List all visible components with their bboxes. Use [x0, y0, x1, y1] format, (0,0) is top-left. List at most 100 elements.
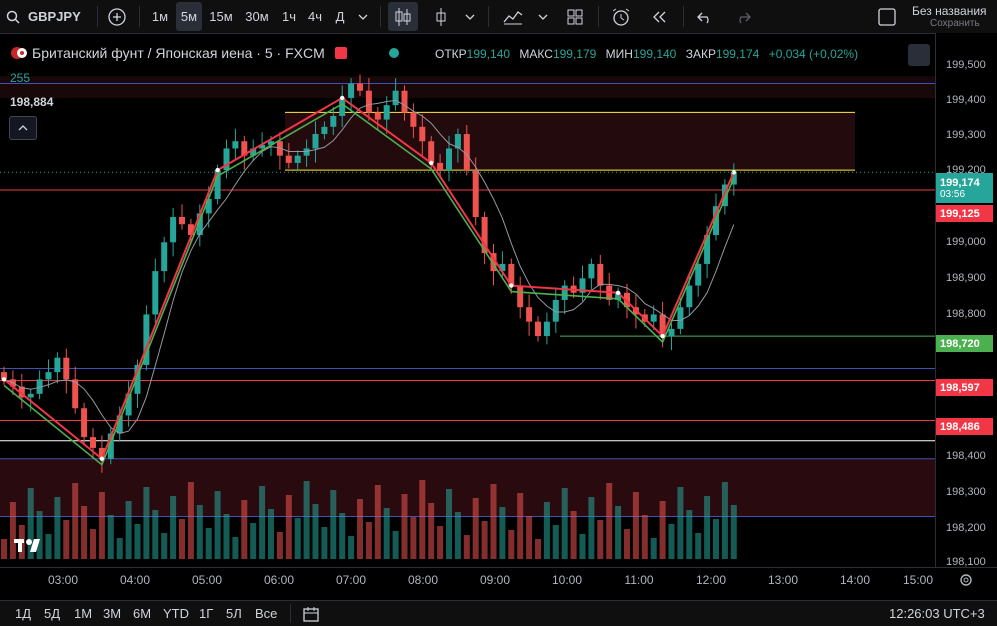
timeframe-1d[interactable]: Д	[335, 9, 345, 24]
candle-body	[18, 386, 25, 398]
range-all[interactable]: Все	[255, 606, 278, 621]
volume-bar	[383, 508, 390, 559]
volume-bar	[686, 510, 693, 559]
range-5y[interactable]: 5Л	[226, 606, 242, 621]
plus-circle-icon	[108, 7, 126, 26]
candle-body	[27, 393, 34, 398]
calendar-icon[interactable]	[302, 605, 320, 623]
indicators-icon	[503, 10, 523, 24]
alert-button[interactable]	[607, 0, 635, 33]
candle-body	[650, 314, 657, 322]
layout-name[interactable]: Без названия	[912, 4, 987, 18]
candle-body	[134, 364, 141, 394]
candle-body	[668, 328, 675, 337]
redo-icon	[739, 12, 751, 23]
timeframe-1m[interactable]: 1м	[151, 9, 169, 24]
timeframe-1h[interactable]: 1ч	[281, 9, 296, 24]
volume-bar	[1, 539, 7, 559]
range-3m[interactable]: 3М	[103, 606, 122, 621]
collapse-legend-button[interactable]	[9, 116, 37, 140]
replay-button[interactable]	[645, 0, 673, 33]
candle-body	[499, 263, 506, 272]
rewind-icon	[653, 11, 666, 22]
candle-body	[179, 217, 185, 225]
timeframe-30m[interactable]: 30м	[245, 9, 269, 24]
status-badge[interactable]	[334, 47, 347, 59]
candle-body	[392, 90, 399, 106]
timeframe-4h[interactable]: 4ч	[307, 9, 322, 24]
compare-symbol-button[interactable]	[105, 0, 129, 33]
current-price-tag: 199,174 03:56	[936, 173, 993, 203]
candle-body	[508, 263, 515, 286]
timeframe-5m[interactable]: 5м	[176, 2, 202, 31]
volume-bar	[419, 480, 426, 559]
layouts-button[interactable]	[562, 0, 588, 33]
ohlc-values: ОТКР199,140 МАКС199,179 МИН199,140 ЗАКР1…	[435, 47, 859, 61]
time-axis[interactable]: 03:00 04:00 05:00 06:00 07:00 08:00 09:0…	[0, 567, 997, 592]
volume-bar	[9, 502, 16, 559]
range-1d[interactable]: 1Д	[15, 606, 32, 621]
range-ytd[interactable]: YTD	[163, 606, 189, 621]
chart-type-dropdown[interactable]	[460, 0, 480, 33]
save-label[interactable]: Сохранить	[930, 18, 980, 29]
top-toolbar: GBPJPY 1м 5м 15м 30м 1ч 4ч Д	[0, 0, 997, 34]
candle-body	[374, 112, 381, 120]
price-tag-198486: 198,486	[936, 418, 993, 435]
candle-body	[223, 148, 230, 171]
timeframe-dropdown[interactable]	[353, 0, 373, 33]
chart-canvas[interactable]	[0, 33, 935, 567]
market-status-dot[interactable]	[388, 48, 399, 58]
symbol-search-button[interactable]: GBPJPY	[6, 0, 86, 33]
volume-bar	[579, 534, 586, 559]
volume-bar	[36, 511, 43, 559]
range-6m[interactable]: 6М	[133, 606, 152, 621]
candle-body	[116, 415, 123, 434]
range-5d[interactable]: 5Д	[44, 606, 61, 621]
volume-bar	[90, 529, 96, 559]
candle-body	[196, 213, 203, 236]
indicators-dropdown[interactable]	[533, 0, 553, 33]
chart-settings-button[interactable]	[908, 44, 930, 66]
candle-single-icon	[436, 7, 446, 26]
gear-icon[interactable]	[958, 572, 974, 588]
candle-body	[250, 148, 257, 156]
candle-body	[232, 141, 239, 149]
layout-select-checkbox[interactable]	[875, 0, 899, 33]
candle-body	[365, 90, 372, 113]
volume-bar	[454, 512, 461, 559]
pivot-point	[340, 95, 345, 101]
chart-type-button[interactable]	[388, 2, 418, 31]
candle-body	[72, 379, 79, 409]
range-1m[interactable]: 1М	[74, 606, 93, 621]
range-1y[interactable]: 1Г	[199, 606, 214, 621]
candle-body	[107, 433, 114, 459]
volume-bar	[241, 500, 248, 559]
candle-body	[170, 217, 177, 243]
undo-button[interactable]	[692, 0, 718, 33]
candle-body	[446, 148, 452, 171]
volume-bar	[223, 514, 230, 559]
redo-button[interactable]	[730, 0, 756, 33]
volume-bar	[437, 526, 444, 559]
bar-style-button[interactable]	[428, 0, 454, 33]
volume-bar	[339, 513, 346, 559]
candle-body	[152, 271, 159, 315]
clock-label[interactable]: 12:26:03 UTC+3	[889, 606, 985, 621]
volume-bar	[365, 522, 372, 559]
volume-bar	[641, 515, 648, 559]
indicators-button[interactable]	[500, 0, 526, 33]
price-tag-198597: 198,597	[936, 379, 993, 396]
candle-body	[437, 162, 444, 171]
alarm-clock-icon	[612, 8, 630, 26]
change-value: +0,034 (+0,02%)	[768, 47, 859, 61]
timeframe-15m[interactable]: 15м	[209, 9, 233, 24]
volume-bar	[615, 506, 622, 559]
volume-bar	[161, 533, 168, 559]
volume-bar	[268, 509, 274, 559]
candle-body	[704, 235, 711, 264]
price-axis[interactable]: 199,500 199,400 199,300 199,200 199,000 …	[935, 33, 997, 568]
search-icon	[6, 10, 20, 24]
candle-body	[276, 141, 283, 156]
volume-bar	[294, 518, 301, 559]
candle-body	[36, 379, 43, 394]
